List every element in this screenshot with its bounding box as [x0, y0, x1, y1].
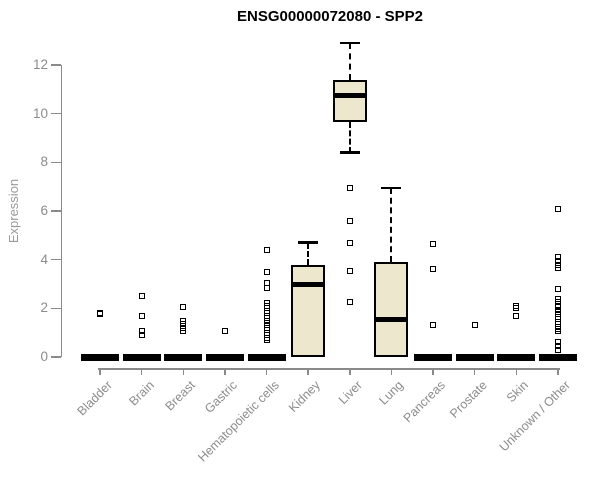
outlier-point	[138, 328, 145, 335]
y-tick-label: 4	[40, 251, 48, 267]
x-axis-line	[98, 368, 560, 370]
outlier-point	[430, 322, 437, 329]
y-tick-label: 10	[32, 105, 48, 121]
outlier-point	[554, 299, 561, 306]
outlier-point	[430, 266, 437, 273]
x-tick-mark	[182, 368, 184, 375]
collapsed-box	[164, 353, 203, 361]
outlier-point	[554, 328, 561, 335]
y-tick-mark	[50, 64, 61, 66]
outlier-point	[554, 346, 561, 353]
upper-whisker-cap	[381, 186, 402, 190]
outlier-point	[513, 305, 520, 312]
outlier-point	[554, 261, 561, 268]
y-tick-label: 2	[40, 300, 48, 316]
y-tick-mark	[50, 356, 61, 358]
x-tick-mark	[349, 368, 351, 375]
outlier-point	[346, 299, 353, 306]
upper-whisker-cap	[339, 41, 360, 45]
median-line	[293, 281, 324, 287]
outlier-point	[263, 246, 270, 253]
chart-title: ENSG00000072080 - SPP2	[237, 8, 423, 25]
outlier-point	[471, 322, 478, 329]
x-tick-mark	[557, 368, 559, 375]
box	[332, 79, 367, 123]
upper-whisker-cap	[298, 241, 319, 244]
x-tick-mark	[265, 368, 268, 375]
collapsed-box	[497, 353, 536, 361]
collapsed-box	[455, 353, 494, 361]
outlier-point	[554, 285, 561, 292]
outlier-point	[554, 257, 561, 264]
x-tick-mark	[432, 368, 434, 375]
x-tick-mark	[224, 368, 226, 375]
outlier-point	[430, 240, 437, 247]
outlier-point	[346, 217, 353, 224]
y-tick-mark	[50, 161, 61, 164]
y-tick-label: 8	[40, 154, 48, 170]
collapsed-box	[122, 353, 161, 361]
box	[291, 265, 326, 357]
x-tick-mark	[515, 368, 518, 375]
lower-whisker	[348, 122, 351, 153]
outlier-point	[346, 239, 353, 246]
outlier-point	[263, 336, 270, 343]
outlier-point	[180, 317, 187, 324]
outlier-point	[180, 324, 187, 331]
upper-whisker	[390, 187, 393, 263]
outlier-point	[554, 339, 561, 346]
outlier-point	[138, 312, 145, 319]
outlier-point	[180, 304, 187, 311]
outlier-point	[346, 184, 353, 191]
outlier-point	[180, 328, 187, 335]
y-tick-label: 0	[40, 349, 48, 364]
collapsed-box	[81, 353, 119, 361]
upper-whisker	[348, 43, 351, 80]
outlier-point	[263, 284, 270, 291]
median-line	[334, 92, 365, 98]
x-tick-mark	[99, 368, 101, 375]
outlier-point	[180, 321, 187, 328]
outlier-point	[138, 293, 145, 300]
y-tick-label: 12	[32, 57, 48, 72]
outlier-point	[554, 343, 561, 350]
outlier-point	[554, 265, 561, 272]
outlier-point	[138, 332, 145, 339]
y-tick-mark	[50, 307, 61, 310]
outlier-point	[554, 254, 561, 261]
outlier-point	[263, 268, 270, 275]
x-tick-mark	[307, 368, 309, 375]
median-line	[376, 316, 407, 322]
outlier-point	[346, 267, 353, 274]
x-tick-mark	[140, 368, 143, 375]
outlier-point	[97, 311, 103, 318]
collapsed-box	[538, 353, 577, 361]
outlier-point	[554, 205, 561, 212]
y-tick-mark	[50, 258, 61, 261]
y-tick-mark	[50, 210, 61, 212]
y-tick-mark	[50, 112, 61, 115]
outlier-point	[554, 295, 561, 302]
lower-whisker-cap	[339, 151, 360, 154]
upper-whisker	[307, 242, 310, 265]
x-tick-mark	[390, 368, 393, 375]
collapsed-box	[414, 353, 453, 361]
box	[374, 262, 409, 357]
collapsed-box	[247, 353, 286, 361]
x-tick-mark	[473, 368, 476, 375]
y-tick-label: 6	[40, 203, 48, 218]
collapsed-box	[205, 353, 244, 361]
outlier-point	[513, 312, 520, 319]
outlier-point	[221, 328, 228, 335]
outlier-point	[554, 302, 561, 309]
y-axis-line	[60, 65, 62, 357]
